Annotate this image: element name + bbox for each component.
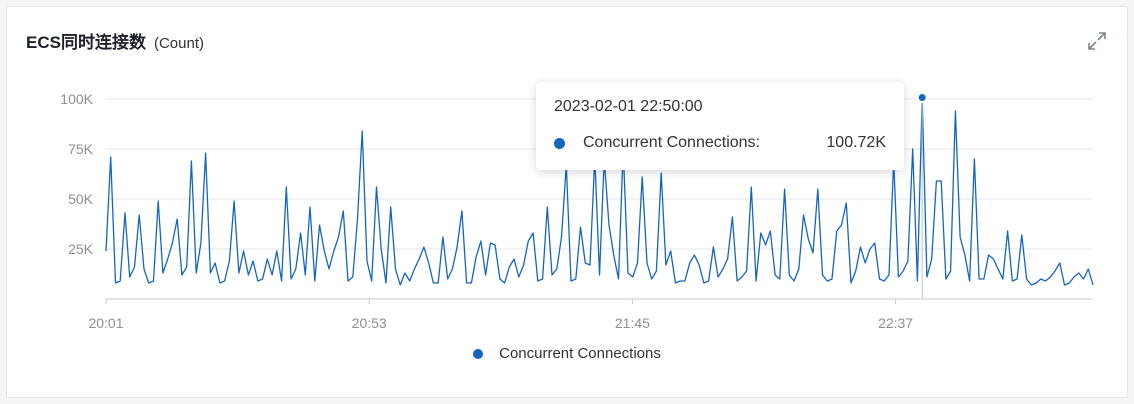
chart-header: ECS同时连接数 (Count) xyxy=(26,28,204,56)
tooltip-series-name: Concurrent Connections: xyxy=(583,134,760,151)
expand-icon[interactable] xyxy=(1086,30,1108,52)
gridlines xyxy=(106,98,1093,300)
x-axis-ticks: 20:01 20:53 21:45 22:37 xyxy=(88,299,913,331)
series-layer xyxy=(105,92,1094,299)
legend-label: Concurrent Connections xyxy=(499,345,661,362)
y-tick-label: 75K xyxy=(68,141,94,157)
tooltip-time: 2023-02-01 22:50:00 xyxy=(554,98,703,115)
chart-unit: (Count) xyxy=(153,35,204,52)
y-tick-label: 50K xyxy=(68,191,94,207)
x-tick-label: 22:37 xyxy=(878,315,913,331)
tooltip-series-dot xyxy=(554,137,565,149)
y-axis-ticks: 25K 50K 75K 100K xyxy=(60,91,93,257)
y-tick-label: 100K xyxy=(60,91,93,107)
tooltip-row: Concurrent Connections: 100.72K xyxy=(554,134,886,152)
tooltip-value: 100.72K xyxy=(826,134,886,151)
x-tick-label: 21:45 xyxy=(615,315,650,331)
legend-dot xyxy=(473,348,484,359)
chart-tooltip: 2023-02-01 22:50:00 Concurrent Connectio… xyxy=(536,82,904,170)
x-tick-label: 20:01 xyxy=(88,315,123,331)
series-line-concurrent-connections xyxy=(105,96,1094,286)
highlighted-data-point[interactable] xyxy=(916,92,928,104)
chart-legend[interactable]: Concurrent Connections xyxy=(0,345,1134,362)
x-tick-label: 20:53 xyxy=(352,315,387,331)
y-tick-label: 25K xyxy=(68,241,94,257)
chart-title: ECS同时连接数 xyxy=(26,33,146,52)
